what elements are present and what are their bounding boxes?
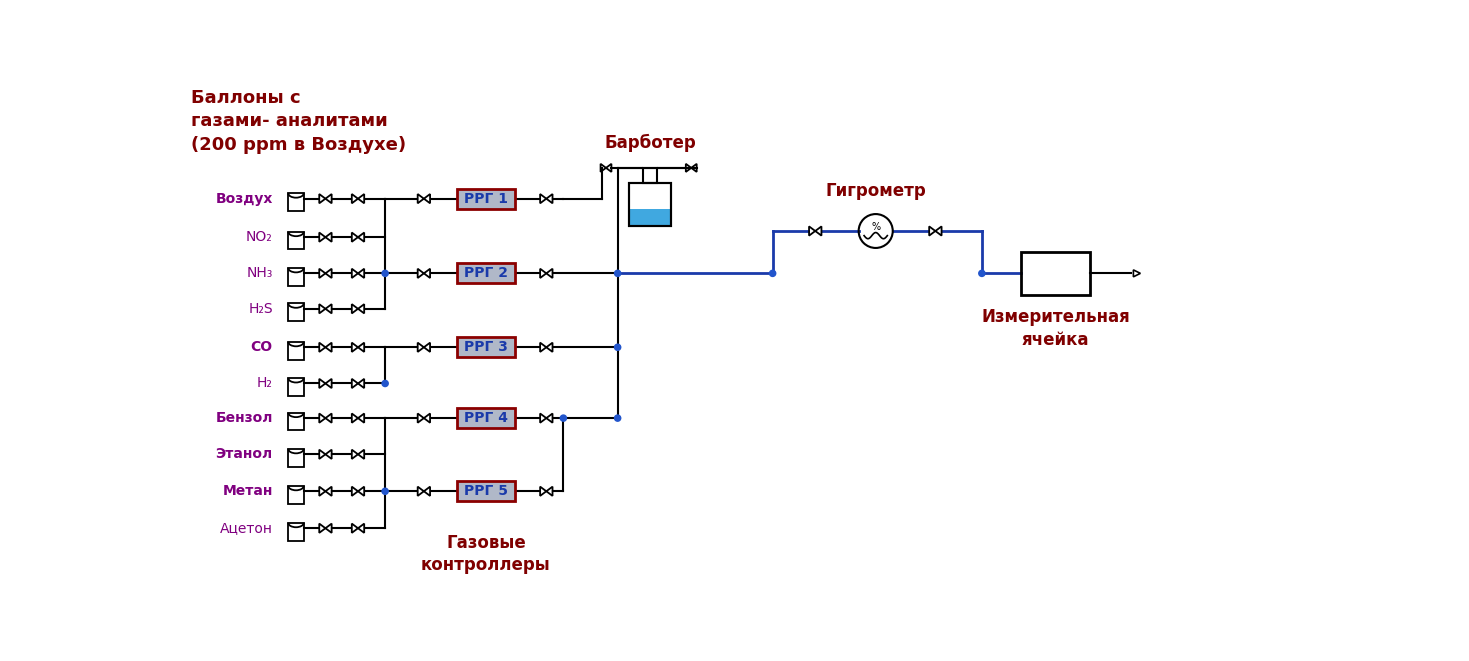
Text: Метан: Метан <box>222 485 273 498</box>
Circle shape <box>978 270 986 276</box>
Bar <box>288 193 304 211</box>
Text: Этанол: Этанол <box>216 447 273 461</box>
Text: H₂S: H₂S <box>248 302 273 316</box>
Bar <box>629 183 671 225</box>
Bar <box>288 268 304 286</box>
Bar <box>288 486 304 504</box>
Bar <box>457 263 516 284</box>
Bar <box>288 523 304 541</box>
Bar <box>457 337 516 358</box>
Text: Воздух: Воздух <box>216 192 273 206</box>
Circle shape <box>382 488 388 494</box>
Text: Барботер: Барботер <box>604 134 696 153</box>
Circle shape <box>614 415 621 421</box>
Bar <box>288 449 304 467</box>
Text: Измерительная
ячейка: Измерительная ячейка <box>981 309 1130 348</box>
Circle shape <box>614 270 621 276</box>
Text: NO₂: NO₂ <box>245 230 273 244</box>
Text: РРГ 1: РРГ 1 <box>464 192 508 206</box>
Bar <box>288 342 304 360</box>
Circle shape <box>382 380 388 387</box>
Text: H₂: H₂ <box>257 377 273 391</box>
Bar <box>288 412 304 430</box>
Bar <box>457 188 516 209</box>
Circle shape <box>614 344 621 350</box>
Text: РРГ 3: РРГ 3 <box>464 340 508 354</box>
Text: РРГ 4: РРГ 4 <box>464 411 508 425</box>
Circle shape <box>382 270 388 276</box>
Text: CO: CO <box>251 340 273 354</box>
Bar <box>629 209 671 225</box>
Text: РРГ 2: РРГ 2 <box>464 266 508 280</box>
Bar <box>457 481 516 501</box>
Text: РРГ 5: РРГ 5 <box>464 485 508 498</box>
Bar <box>1021 253 1090 295</box>
Circle shape <box>560 415 567 421</box>
Text: Гигрометр: Гигрометр <box>826 182 925 200</box>
Text: Баллоны с
газами- аналитами
(200 ppm в Воздухе): Баллоны с газами- аналитами (200 ppm в В… <box>191 89 407 154</box>
Text: Ацетон: Ацетон <box>220 522 273 535</box>
Bar <box>457 408 516 428</box>
Text: %: % <box>871 222 880 232</box>
Bar <box>288 232 304 249</box>
Bar <box>629 183 671 225</box>
Text: Газовые
контроллеры: Газовые контроллеры <box>422 533 551 574</box>
Text: Бензол: Бензол <box>216 411 273 425</box>
Bar <box>643 168 657 183</box>
Text: NH₃: NH₃ <box>247 266 273 280</box>
Circle shape <box>770 270 776 276</box>
Bar <box>288 378 304 396</box>
Bar <box>288 303 304 321</box>
